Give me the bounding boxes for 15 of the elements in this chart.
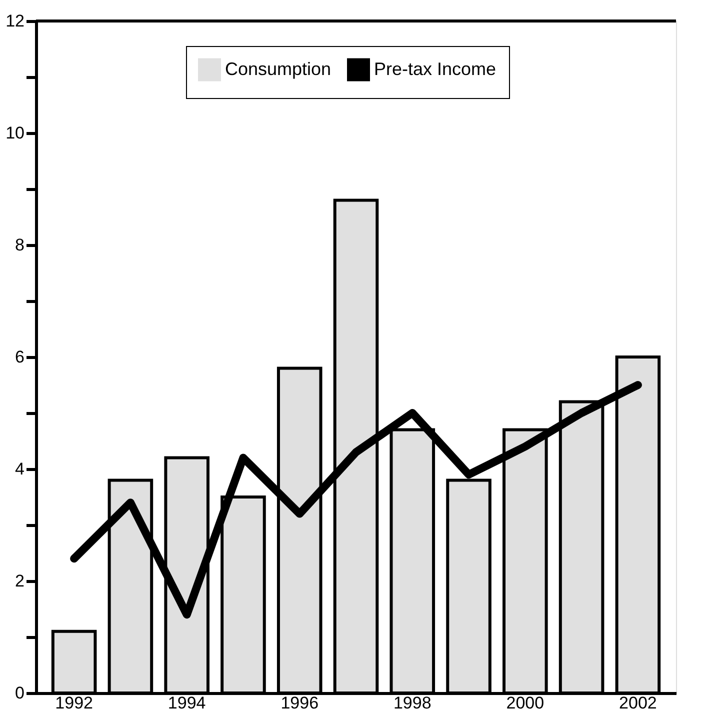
y-tick-label: 12 <box>6 12 24 30</box>
y-tick-label: 4 <box>15 460 24 478</box>
x-tick-label: 2000 <box>506 694 544 712</box>
y-tick-label: 10 <box>6 124 24 142</box>
y-tick-label: 8 <box>15 236 24 254</box>
legend-label: Consumption <box>225 58 332 79</box>
x-tick-label: 1996 <box>280 694 319 712</box>
y-tick-label: 0 <box>15 684 24 702</box>
y-tick-label: 6 <box>15 348 24 366</box>
y-tick-label: 2 <box>15 572 24 590</box>
x-tick-label: 1994 <box>168 694 206 712</box>
legend-label: Pre-tax Income <box>374 58 496 79</box>
x-tick-label: 1992 <box>55 694 93 712</box>
x-tick-label: 1998 <box>393 694 432 712</box>
x-tick-label: 2002 <box>619 694 657 712</box>
